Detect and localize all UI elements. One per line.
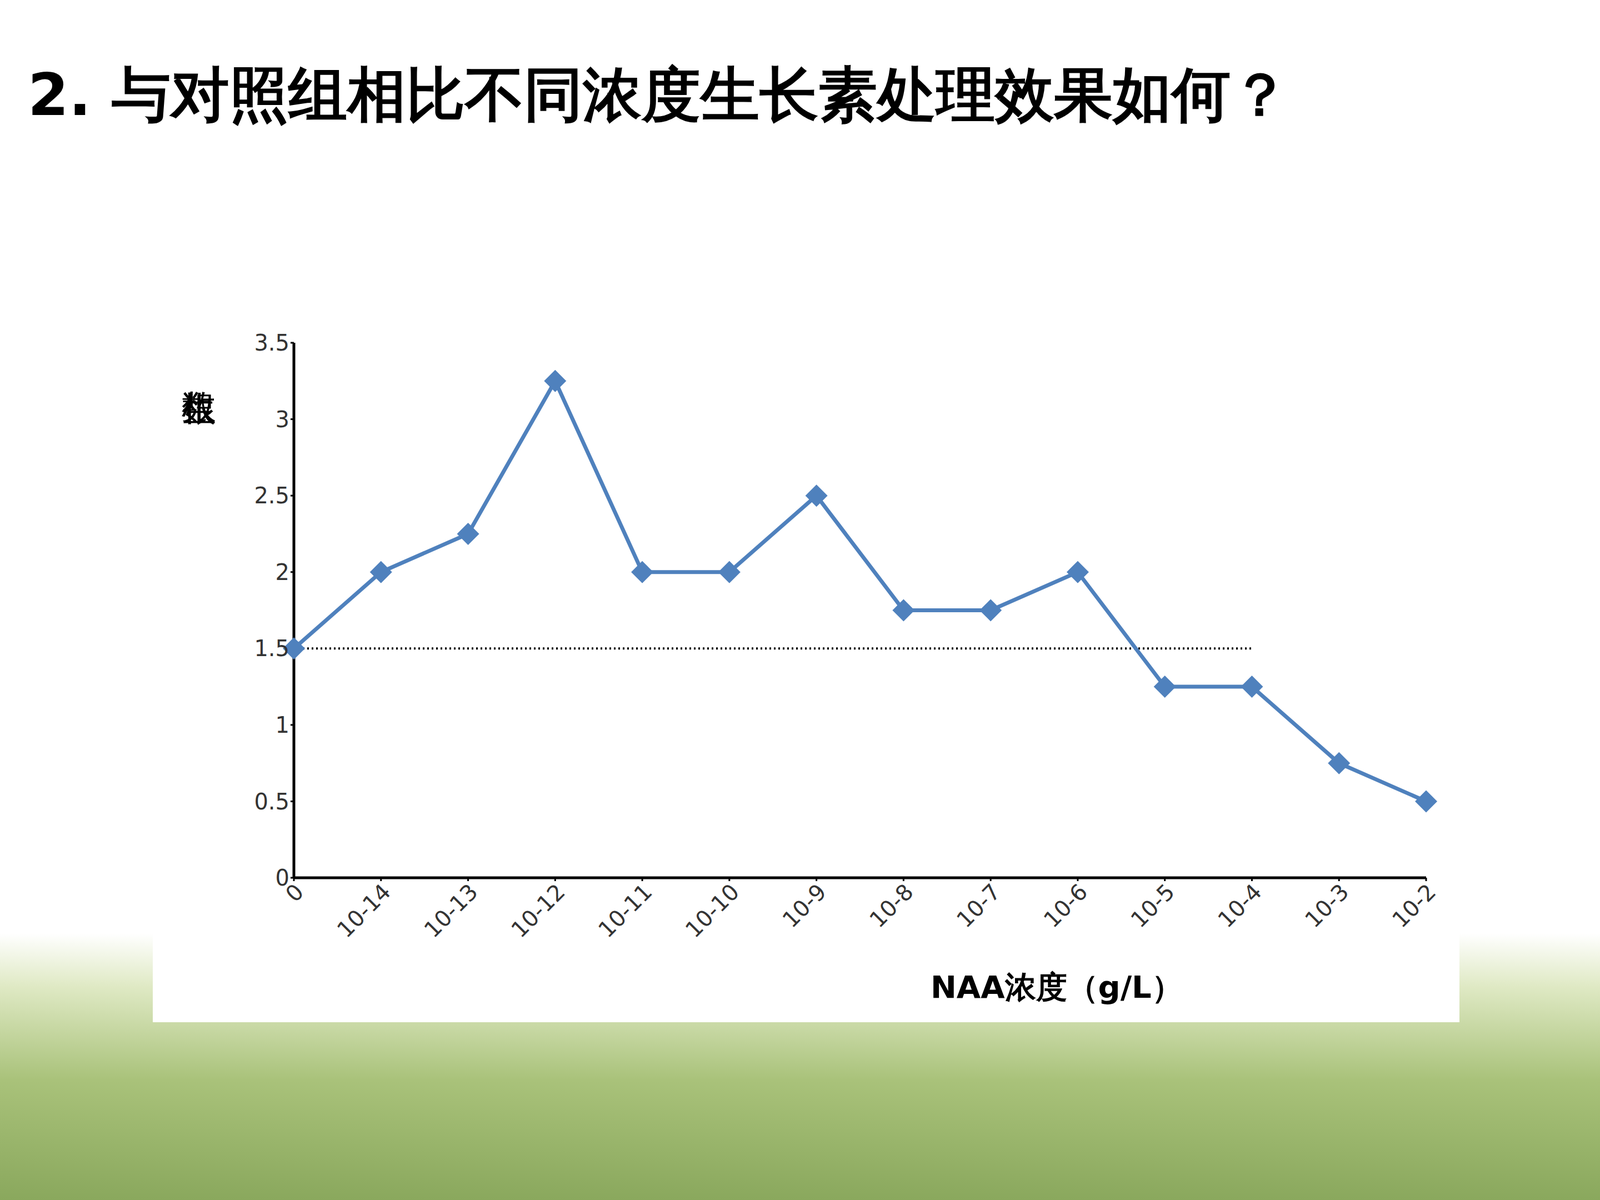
svg-text:10-4: 10-4: [1212, 878, 1267, 933]
svg-text:10-5: 10-5: [1125, 878, 1180, 933]
svg-text:10-11: 10-11: [593, 878, 658, 943]
svg-text:3: 3: [275, 406, 290, 433]
svg-text:10-2: 10-2: [1387, 878, 1442, 933]
html-text:NAA浓度（g/L）: NAA浓度（g/L）: [930, 968, 1183, 1005]
svg-text:10-9: 10-9: [777, 878, 832, 933]
html-text:2. 与对照组相比不同浓度生长素处理效果如何？: 2. 与对照组相比不同浓度生长素处理效果如何？: [27, 60, 1290, 129]
svg-text:10-8: 10-8: [864, 878, 919, 933]
svg-text:0: 0: [275, 865, 290, 891]
svg-text:10-12: 10-12: [506, 878, 570, 943]
svg-text:0: 0: [280, 878, 309, 907]
html-text:生根数: 生根数: [178, 363, 220, 364]
svg-text:1: 1: [275, 712, 290, 738]
svg-text:3.5: 3.5: [253, 330, 290, 356]
svg-text:10-3: 10-3: [1300, 878, 1354, 933]
svg-text:10-14: 10-14: [331, 878, 396, 943]
svg-text:2.5: 2.5: [253, 482, 290, 509]
svg-text:1.5: 1.5: [253, 635, 290, 662]
svg-text:10-6: 10-6: [1038, 878, 1093, 933]
svg-text:2: 2: [275, 559, 290, 585]
svg-text:0.5: 0.5: [253, 788, 290, 815]
svg-text:10-13: 10-13: [418, 878, 483, 943]
svg-text:10-10: 10-10: [680, 878, 745, 943]
svg-text:10-7: 10-7: [951, 878, 1006, 933]
